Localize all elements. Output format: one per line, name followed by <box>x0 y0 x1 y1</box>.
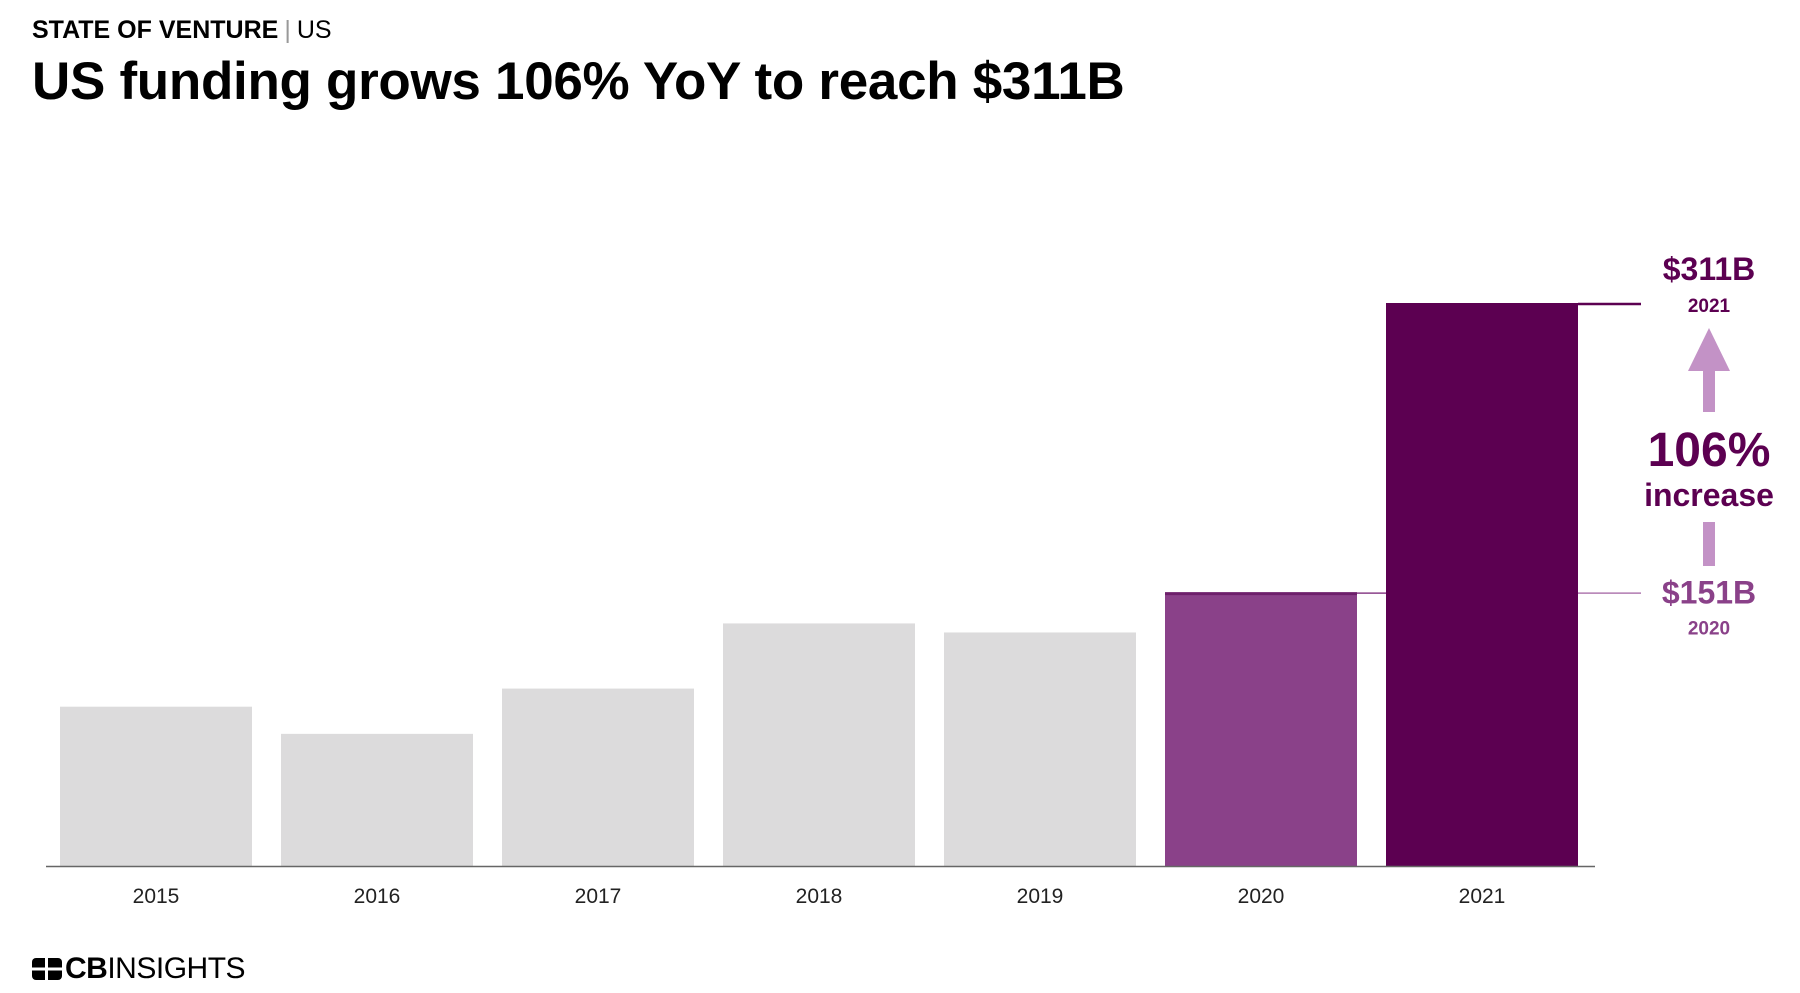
bar-2018 <box>723 623 915 866</box>
bar-2017 <box>502 688 694 866</box>
x-tick-label-2021: 2021 <box>1459 885 1506 908</box>
bar-2016 <box>281 733 473 866</box>
x-tick-label-2018: 2018 <box>796 885 843 908</box>
kicker-label: STATE OF VENTURE <box>32 16 279 44</box>
x-tick-label-2015: 2015 <box>133 885 180 908</box>
x-tick-label-2019: 2019 <box>1017 885 1064 908</box>
increase-percent-label: 106% <box>1648 424 1771 477</box>
chart-title: US funding grows 106% YoY to reach $311B <box>32 52 1125 111</box>
bar-2021 <box>1386 303 1578 866</box>
value-sublabel-2021: 2021 <box>1688 296 1731 317</box>
increase-arrow-stem <box>1703 522 1715 566</box>
cb-insights-logo: CBINSIGHTS <box>32 952 246 986</box>
chart-kicker: STATE OF VENTURE | US <box>32 14 332 46</box>
value-sublabel-2020: 2020 <box>1688 619 1730 640</box>
kicker-region: US <box>296 16 332 44</box>
bar-2015 <box>60 706 252 866</box>
bar-2020 <box>1165 592 1357 866</box>
increase-text-label: increase <box>1644 477 1774 513</box>
bar-2019 <box>944 632 1136 866</box>
value-label-2020: $151B <box>1662 575 1756 611</box>
x-tick-label-2017: 2017 <box>575 885 622 908</box>
kicker-separator: | <box>284 16 291 44</box>
increase-arrow-shaft <box>1703 370 1715 412</box>
increase-arrow-head <box>1688 328 1730 371</box>
cb-insights-logo-icon <box>32 958 62 980</box>
value-label-2021: $311B <box>1663 251 1756 287</box>
x-tick-label-2016: 2016 <box>354 885 401 908</box>
cb-insights-wordmark: CBINSIGHTS <box>65 952 246 985</box>
x-tick-label-2020: 2020 <box>1238 885 1285 908</box>
